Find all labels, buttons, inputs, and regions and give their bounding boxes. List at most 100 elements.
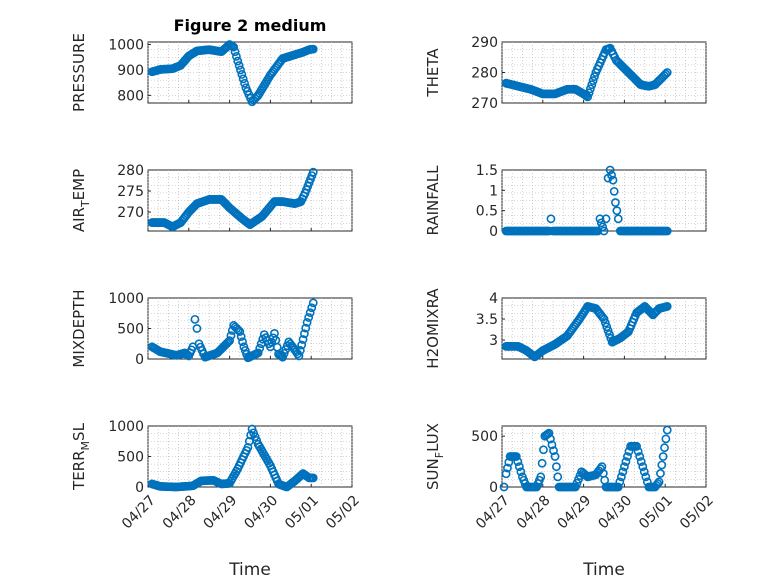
y-tick-label: 0	[135, 352, 144, 368]
x-axis-label: Time	[582, 560, 625, 580]
data-point	[613, 214, 623, 224]
data-point	[229, 42, 239, 52]
data-point	[236, 332, 246, 342]
x-tick-label: 05/02	[677, 493, 717, 533]
data-point	[304, 313, 314, 322]
y-tick-label: 0	[135, 480, 144, 496]
y-tick-label: 1	[489, 183, 498, 199]
data-point	[601, 214, 611, 224]
data-point	[539, 445, 548, 455]
data-point	[190, 314, 200, 324]
data-point	[516, 467, 526, 477]
y-tick-label: 0	[489, 480, 498, 496]
data-point	[584, 88, 594, 98]
data-point	[553, 472, 563, 482]
data-point	[636, 457, 646, 466]
data-point	[638, 462, 648, 472]
y-tick-label: 900	[117, 63, 144, 79]
data-point	[226, 331, 236, 341]
data-point	[499, 482, 509, 492]
panel-h2omixra: 3 3.5 4 H2OMIXRA	[424, 288, 707, 369]
data-point	[607, 170, 616, 180]
data-point	[586, 84, 595, 94]
data-point	[639, 467, 649, 477]
data-point	[297, 340, 307, 350]
data-point	[233, 56, 243, 66]
data-point	[225, 336, 234, 346]
y-axis-label: RAINFALL	[424, 165, 442, 236]
data-point	[654, 477, 664, 487]
panel-theta: 270 280 290 THETA	[424, 35, 707, 112]
data-point	[611, 198, 620, 207]
x-axis-label: Time	[228, 560, 271, 580]
data-point	[511, 452, 521, 461]
data-point	[231, 52, 241, 61]
panel-terr_msl: 0 500 1000 04/27 04/28 04/29 04/30 05/01 05/02 TE…	[70, 419, 363, 580]
x-tick-label: 04/28	[514, 493, 554, 533]
data-point	[295, 346, 305, 355]
data-point	[240, 78, 249, 88]
y-tick-label: 270	[117, 205, 144, 221]
data-point	[615, 477, 625, 487]
data-point	[550, 452, 560, 461]
y-tick-label: 500	[117, 322, 144, 338]
y-tick-label: 1.5	[476, 163, 498, 179]
data-point	[658, 452, 668, 461]
data-point	[662, 226, 672, 236]
y-tick-label: 1000	[108, 291, 144, 307]
data-point	[620, 462, 629, 472]
data-point	[238, 74, 248, 84]
data-point	[660, 443, 669, 453]
y-tick-label: 3.5	[476, 312, 498, 328]
x-tick-label: 04/29	[201, 493, 241, 533]
data-point	[528, 351, 538, 361]
y-tick-label: 500	[471, 429, 498, 445]
data-point	[299, 329, 309, 339]
data-point	[662, 68, 672, 77]
x-tick-label: 04/28	[160, 493, 200, 533]
y-tick-label: 280	[471, 66, 498, 82]
data-point	[603, 326, 613, 336]
data-point	[600, 318, 610, 328]
data-point	[255, 343, 265, 353]
x-tick-label: 04/29	[555, 493, 595, 533]
x-tick-label: 04/27	[473, 493, 513, 533]
data-point	[537, 458, 547, 468]
data-point	[613, 482, 623, 492]
data-point	[598, 222, 608, 232]
data-point	[253, 348, 263, 358]
data-point	[605, 330, 614, 339]
panel-pressure: 800 900 1000 PRESSURE	[70, 33, 353, 112]
data-point	[298, 335, 308, 344]
data-point	[590, 72, 599, 81]
y-axis-label: AIRTEMP	[70, 169, 92, 232]
data-point	[305, 308, 315, 318]
data-point	[513, 457, 523, 466]
data-point	[657, 460, 667, 470]
data-point	[549, 446, 558, 456]
panel-rainfall: 0 0.5 1 1.5 RAINFALL	[424, 163, 707, 240]
data-point	[587, 80, 597, 90]
data-point	[599, 314, 609, 324]
y-axis-label: H2OMIXRA	[424, 288, 442, 369]
data-point	[656, 469, 665, 478]
data-point	[641, 472, 651, 482]
y-axis-label: THETA	[424, 48, 442, 98]
x-tick-label: 04/30	[241, 493, 281, 533]
y-tick-label: 0	[489, 224, 498, 240]
data-point	[662, 425, 672, 435]
data-point	[546, 434, 555, 444]
data-point	[243, 442, 253, 452]
y-tick-label: 280	[117, 163, 144, 179]
data-point	[609, 186, 619, 196]
x-tick-label: 05/02	[323, 493, 363, 533]
y-tick-label: 275	[117, 184, 144, 200]
y-axis-label: SUNFLUX	[424, 423, 446, 490]
data-point	[501, 469, 511, 479]
y-tick-label: 800	[117, 88, 144, 104]
x-tick-label: 05/01	[636, 493, 676, 533]
panel-mixdepth: 0 500 1000 MIXDEPTH	[70, 289, 353, 368]
data-point	[308, 44, 318, 54]
